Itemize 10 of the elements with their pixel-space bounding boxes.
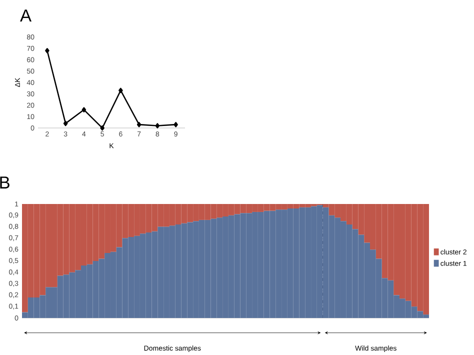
- point: [136, 122, 142, 128]
- point: [82, 107, 86, 112]
- chart-title: B: [0, 176, 10, 188]
- point: [100, 125, 104, 131]
- point: [45, 48, 50, 54]
- point: [118, 88, 123, 94]
- point: [63, 120, 68, 126]
- point: [174, 122, 178, 128]
- point: [155, 123, 160, 128]
- chart-title: A: [20, 10, 32, 22]
